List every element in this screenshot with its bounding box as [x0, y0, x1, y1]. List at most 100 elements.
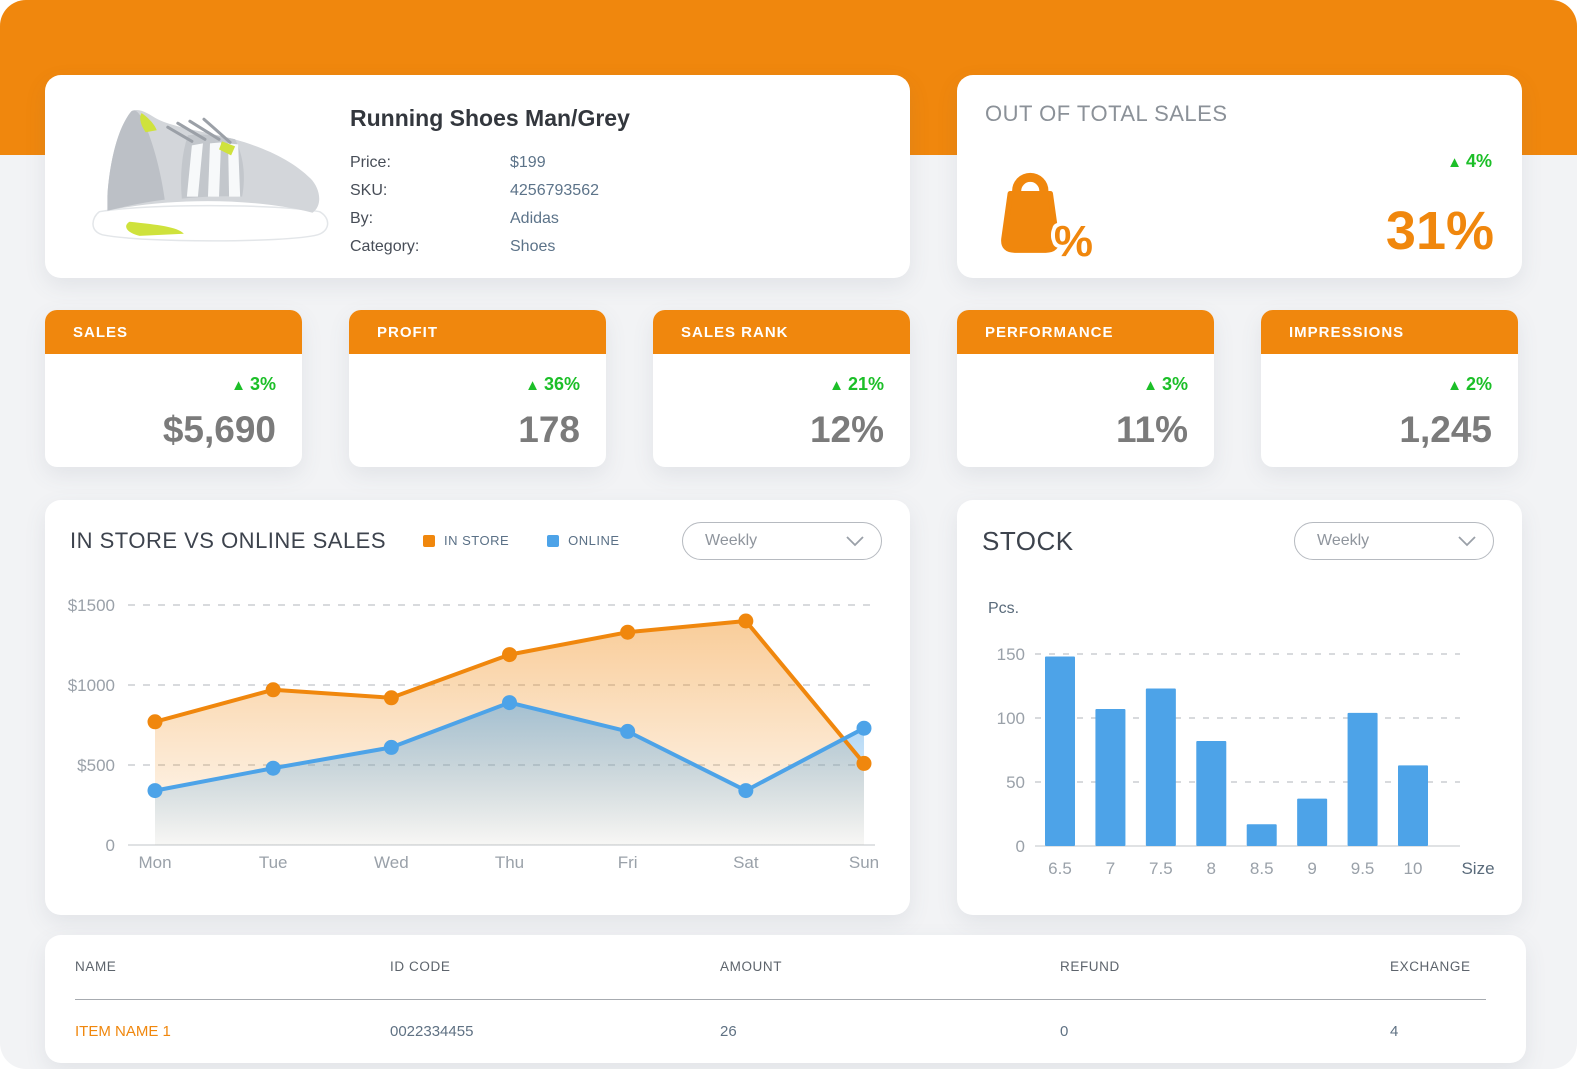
kpi-value: 178 — [518, 409, 580, 450]
kpi-value: 11% — [1115, 409, 1188, 450]
out-of-total-sales-title: OUT OF TOTAL SALES — [985, 101, 1228, 126]
legend-label: ONLINE — [568, 533, 620, 548]
kpi-header: PERFORMANCE — [957, 310, 1214, 354]
kpi-header: IMPRESSIONS — [1261, 310, 1518, 354]
svg-text:$500: $500 — [77, 756, 115, 775]
stock-period-dropdown[interactable]: Weekly — [1294, 522, 1494, 560]
up-triangle-icon: ▲ — [829, 377, 844, 394]
legend-item-online: ONLINE — [547, 533, 619, 548]
shopping-bag-percent-icon: % — [983, 159, 1093, 266]
up-triangle-icon: ▲ — [525, 377, 540, 394]
item-name-link[interactable]: ITEM NAME 1 — [75, 1023, 171, 1040]
kpi-title: PROFIT — [377, 323, 438, 341]
col-header-amount: AMOUNT — [720, 959, 783, 974]
kpi-title: IMPRESSIONS — [1289, 323, 1405, 341]
field-label-sku: SKU: — [350, 182, 388, 199]
in-store-swatch-icon — [423, 534, 435, 547]
percent-glyph: % — [1053, 217, 1093, 266]
dropdown-value: Weekly — [1317, 532, 1370, 549]
svg-text:0: 0 — [1016, 837, 1025, 856]
col-header-id-code: ID CODE — [390, 959, 451, 974]
svg-text:Fri: Fri — [618, 853, 638, 872]
svg-text:Sat: Sat — [733, 853, 759, 872]
kpi-delta: ▲ 36% — [525, 374, 580, 394]
field-value-brand: Adidas — [510, 210, 559, 227]
kpi-title: SALES RANK — [681, 323, 789, 341]
kpi-value: 12% — [809, 409, 884, 450]
kpi-header: SALES — [45, 310, 302, 354]
svg-text:Thu: Thu — [495, 853, 524, 872]
legend-label: IN STORE — [444, 533, 510, 548]
product-title: Running Shoes Man/Grey — [350, 105, 630, 131]
col-header-exchange: EXCHANGE — [1390, 959, 1471, 974]
legend-item-in-store: IN STORE — [423, 533, 509, 548]
kpi-delta: ▲ 3% — [1143, 374, 1188, 394]
online-swatch-icon — [547, 534, 560, 547]
field-value-category: Shoes — [510, 238, 556, 255]
svg-text:10: 10 — [1404, 859, 1423, 878]
col-header-name: NAME — [75, 959, 117, 974]
svg-text:Size: Size — [1461, 859, 1494, 878]
col-header-refund: REFUND — [1060, 959, 1120, 974]
kpi-card-sales: SALES ▲ 3% $5,690 — [45, 310, 302, 467]
svg-text:7.5: 7.5 — [1149, 859, 1173, 878]
cell-id-code: 0022334455 — [390, 1023, 474, 1040]
svg-text:150: 150 — [997, 645, 1025, 664]
kpi-value: 1,245 — [1399, 409, 1492, 450]
kpi-header: SALES RANK — [653, 310, 910, 354]
product-card: Running Shoes Man/Grey Price: $199 SKU: 42… — [45, 75, 910, 278]
cell-exchange: 4 — [1390, 1023, 1399, 1040]
dropdown-value: Weekly — [705, 532, 758, 549]
stock-units-label: Pcs. — [988, 600, 1020, 617]
chevron-down-icon — [1458, 536, 1476, 547]
svg-text:9.5: 9.5 — [1351, 859, 1375, 878]
out-of-total-sales-card: OUT OF TOTAL SALES % ▲ 4% 31% — [957, 75, 1522, 278]
sales-chart-title: IN STORE VS ONLINE SALES — [70, 528, 387, 553]
kpi-delta: ▲ 2% — [1447, 374, 1492, 394]
svg-text:50: 50 — [1006, 773, 1025, 792]
chevron-down-icon — [846, 536, 864, 547]
svg-text:9: 9 — [1307, 859, 1316, 878]
stock-chart-title: STOCK — [982, 526, 1074, 556]
sales-period-dropdown[interactable]: Weekly — [682, 522, 882, 560]
svg-text:100: 100 — [997, 709, 1025, 728]
svg-text:0: 0 — [106, 836, 115, 855]
kpi-value: $5,690 — [162, 409, 276, 450]
product-image-shoe — [67, 83, 357, 269]
table-header-divider — [75, 999, 1486, 1000]
svg-text:$1000: $1000 — [68, 676, 115, 695]
field-value-price: $199 — [510, 154, 546, 171]
up-triangle-icon: ▲ — [1447, 377, 1462, 394]
kpi-delta: ▲ 3% — [231, 374, 276, 394]
svg-text:6.5: 6.5 — [1048, 859, 1072, 878]
kpi-title: PERFORMANCE — [985, 323, 1114, 341]
stock-chart-canvas: 150 100 50 0 6.5 7 7.5 8 8.5 9 9.5 10 Size — [977, 620, 1507, 890]
stock-chart-card: STOCK Weekly Pcs. 150 100 50 0 6.5 7 7.5 8 8.5 9 9… — [957, 500, 1522, 915]
sales-chart-legend: IN STORE ONLINE — [423, 533, 620, 548]
field-label-price: Price: — [350, 154, 391, 171]
up-triangle-icon: ▲ — [1447, 154, 1462, 171]
kpi-title: SALES — [73, 323, 129, 341]
svg-text:Wed: Wed — [374, 853, 409, 872]
table-row: ITEM NAME 1 0022334455 26 0 4 — [75, 1023, 1486, 1040]
up-triangle-icon: ▲ — [231, 377, 246, 394]
field-value-sku: 4256793562 — [510, 182, 599, 199]
field-label-brand: By: — [350, 210, 374, 227]
kpi-delta: ▲ 21% — [829, 374, 884, 394]
total-sales-value: 31% — [1385, 201, 1494, 261]
svg-text:$1500: $1500 — [68, 596, 115, 615]
svg-text:Sun: Sun — [849, 853, 879, 872]
kpi-card-profit: PROFIT ▲ 36% 178 — [349, 310, 606, 467]
svg-text:8.5: 8.5 — [1250, 859, 1274, 878]
cell-amount: 26 — [720, 1023, 737, 1040]
product-fields: Price: $199 SKU: 4256793562 By: Adidas Cate… — [350, 149, 599, 261]
orders-table-card: NAME ID CODE AMOUNT REFUND EXCHANGE ITEM… — [45, 935, 1526, 1063]
svg-text:8: 8 — [1207, 859, 1216, 878]
field-label-category: Category: — [350, 238, 420, 255]
kpi-card-sales-rank: SALES RANK ▲ 21% 12% — [653, 310, 910, 467]
svg-text:Tue: Tue — [259, 853, 288, 872]
svg-text:Mon: Mon — [138, 853, 171, 872]
svg-text:7: 7 — [1106, 859, 1115, 878]
sales-chart-card: IN STORE VS ONLINE SALES IN STORE ONLINE… — [45, 500, 910, 915]
